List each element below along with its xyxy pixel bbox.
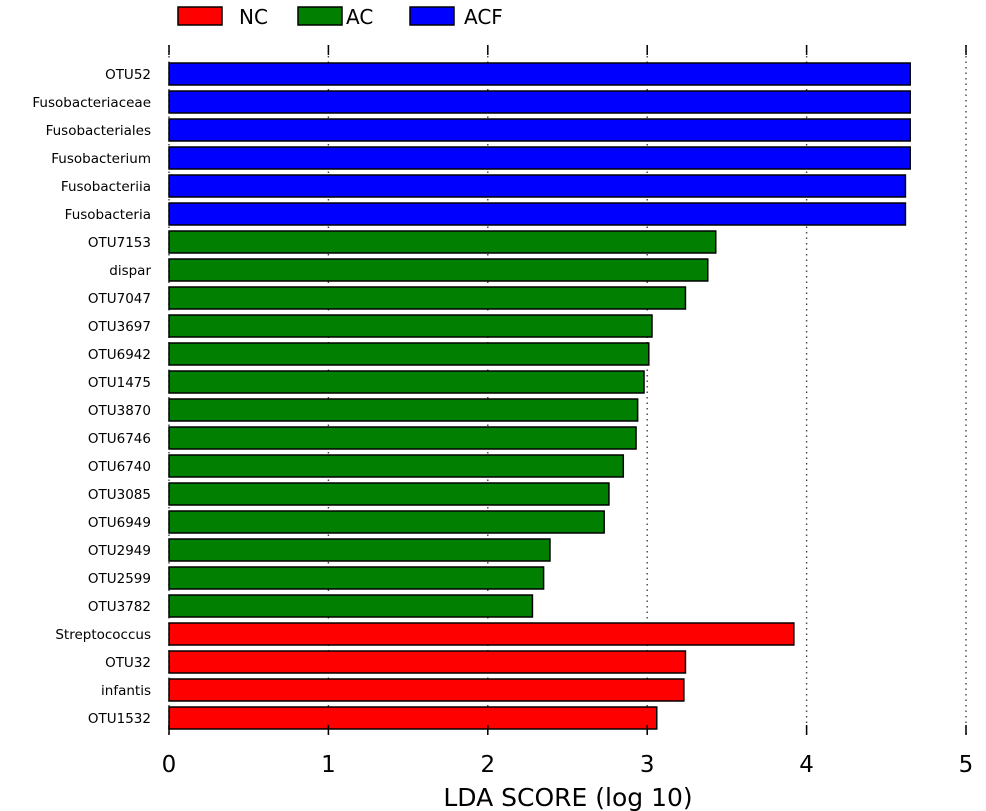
category-label: Fusobacteriaceae xyxy=(32,95,151,111)
bar xyxy=(168,706,658,730)
bar xyxy=(168,286,687,310)
bar xyxy=(168,258,709,282)
bar xyxy=(168,118,911,142)
bar xyxy=(168,454,625,478)
legend-label-nc: NC xyxy=(239,5,268,29)
category-label: Streptococcus xyxy=(55,627,151,643)
bar xyxy=(168,90,911,114)
bar xyxy=(168,398,639,422)
x-axis: 0 1 2 3 4 5 xyxy=(162,725,974,778)
x-tick-label: 0 xyxy=(162,752,177,778)
category-labels: OTU52 Fusobacteriaceae Fusobacteriales Fuso… xyxy=(32,67,151,727)
category-label: OTU2949 xyxy=(88,543,151,559)
category-label: OTU6949 xyxy=(88,515,151,531)
category-label: OTU7153 xyxy=(88,235,151,251)
legend-swatch-nc xyxy=(177,6,223,26)
bar xyxy=(168,314,653,338)
x-tick-label: 1 xyxy=(321,752,336,778)
bar xyxy=(168,594,534,618)
legend: NC AC ACF xyxy=(177,5,503,29)
legend-swatch-ac xyxy=(297,6,343,26)
category-label: Fusobacteria xyxy=(65,207,151,223)
category-label: OTU3870 xyxy=(88,403,151,419)
category-label: OTU3085 xyxy=(88,487,151,503)
bar xyxy=(168,622,795,646)
category-label: OTU2599 xyxy=(88,571,151,587)
x-tick-label: 3 xyxy=(640,752,655,778)
bar xyxy=(168,482,610,506)
category-label: OTU6746 xyxy=(88,431,151,447)
category-label: dispar xyxy=(109,263,151,279)
bar xyxy=(168,146,911,170)
category-label: OTU52 xyxy=(105,67,151,83)
x-tick-label: 5 xyxy=(959,752,974,778)
bars xyxy=(168,62,911,730)
legend-label-acf: ACF xyxy=(464,5,503,29)
category-label: OTU3782 xyxy=(88,599,151,615)
category-label: Fusobacteriales xyxy=(46,123,151,139)
legend-swatch-acf xyxy=(409,6,455,26)
bar xyxy=(168,650,687,674)
category-label: OTU32 xyxy=(105,655,151,671)
bar xyxy=(168,342,650,366)
category-label: OTU6942 xyxy=(88,347,151,363)
bar xyxy=(168,174,907,198)
bar xyxy=(168,202,907,226)
x-tick-label: 2 xyxy=(480,752,495,778)
bar xyxy=(168,538,551,562)
category-label: Fusobacterium xyxy=(51,151,151,167)
category-label: Fusobacteriia xyxy=(61,179,151,195)
category-label: OTU7047 xyxy=(88,291,151,307)
bar xyxy=(168,370,645,394)
x-tick-label: 4 xyxy=(799,752,814,778)
bar xyxy=(168,510,605,534)
category-label: OTU3697 xyxy=(88,319,151,335)
category-label: OTU6740 xyxy=(88,459,151,475)
category-label: OTU1475 xyxy=(88,375,151,391)
bar xyxy=(168,678,685,702)
legend-label-ac: AC xyxy=(346,5,373,29)
x-axis-label: LDA SCORE (log 10) xyxy=(443,783,692,811)
bar xyxy=(168,426,637,450)
category-label: OTU1532 xyxy=(88,711,151,727)
bar xyxy=(168,566,545,590)
bar xyxy=(168,62,911,86)
category-label: infantis xyxy=(101,683,151,699)
bar xyxy=(168,230,717,254)
grid-lines xyxy=(168,45,967,735)
